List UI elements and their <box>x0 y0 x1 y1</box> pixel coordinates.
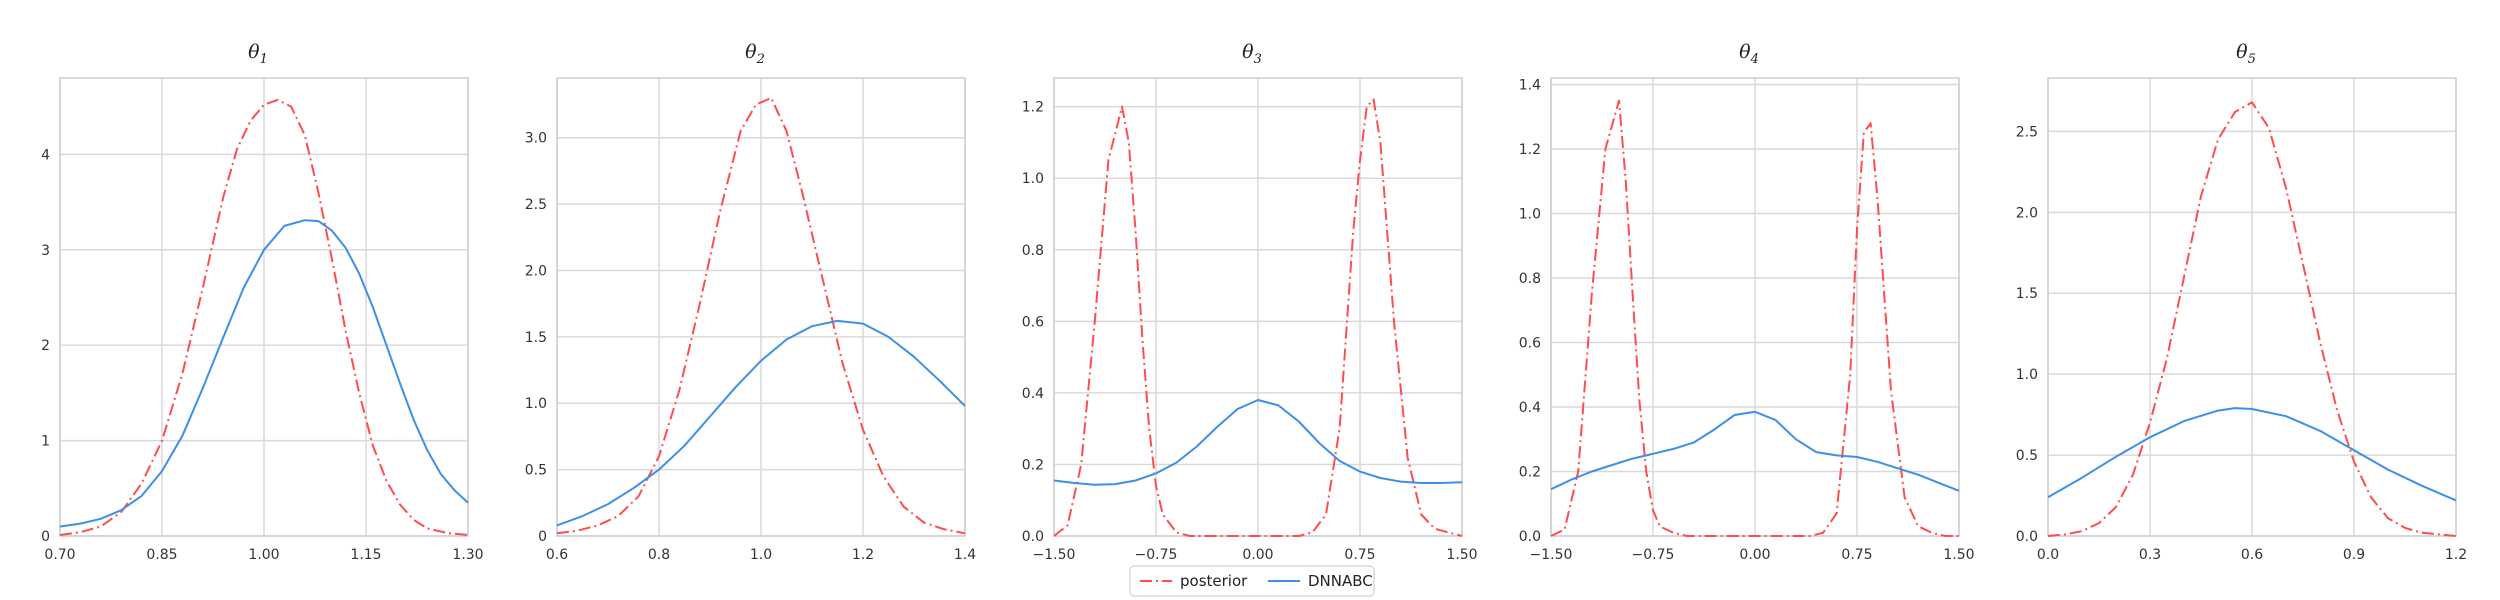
panel-3-xtick-label-2: 0.00 <box>1242 547 1273 563</box>
panel-5-title-symbol: θ <box>2236 41 2248 63</box>
panel-1-ytick-label-0: 0 <box>41 529 50 545</box>
panel-5: 0.0 0.3 0.6 0.9 1.2 0.0 0.5 1.0 1.5 2.0 2.5 θ5 <box>2016 41 2467 563</box>
panel-4-xtick-label-0: −1.50 <box>1530 547 1573 563</box>
panel-5-ytick-label-5: 2.5 <box>2016 124 2038 140</box>
panel-1-xtick-label-0: 0.70 <box>44 547 75 563</box>
panel-3-ytick-label-0: 0.0 <box>1022 529 1044 545</box>
panel-2-title-symbol: θ <box>745 41 757 63</box>
panel-2-title-subscript: 2 <box>756 52 765 67</box>
panel-3: −1.50 −0.75 0.00 0.75 1.50 0.0 0.2 0.4 0.6 0.8 1.0… <box>1022 41 1478 563</box>
panel-1-ytick-label-2: 2 <box>41 338 50 354</box>
panel-2: 0.6 0.8 1.0 1.2 1.4 0 0.5 1.0 1.5 2.0 2.5 3.0 θ2 <box>525 41 976 563</box>
legend-label-posterior: posterior <box>1180 572 1248 590</box>
panel-5-series-posterior <box>2047 101 2457 537</box>
panel-4-ytick-label-6: 1.2 <box>1519 142 1541 158</box>
panel-2-xtick-label-4: 1.4 <box>954 547 976 563</box>
panel-5-title-subscript: 5 <box>2248 52 2256 67</box>
panel-3-title-symbol: θ <box>1242 41 1254 63</box>
panel-3-ytick-label-4: 0.8 <box>1022 243 1044 259</box>
panel-1-ytick-label-1: 1 <box>41 434 50 450</box>
panel-3-ytick-label-5: 1.0 <box>1022 171 1044 187</box>
panel-2-ytick-label-4: 2.0 <box>525 263 547 279</box>
panel-5-ytick-label-3: 1.5 <box>2016 286 2038 302</box>
panel-3-ytick-label-2: 0.4 <box>1022 386 1044 402</box>
panel-4-ytick-label-5: 1.0 <box>1519 206 1541 222</box>
panel-4-ytick-label-1: 0.2 <box>1519 464 1541 480</box>
panel-4-title-symbol: θ <box>1739 41 1751 63</box>
panel-1-title-subscript: 1 <box>260 52 268 67</box>
panel-2-ytick-label-3: 1.5 <box>525 330 547 346</box>
panel-4-ytick-label-3: 0.6 <box>1519 335 1541 351</box>
panel-4-xtick-label-1: −0.75 <box>1632 547 1675 563</box>
panel-4: −1.50 −0.75 0.00 0.75 1.50 0.0 0.2 0.4 0.6 0.8 1.0… <box>1519 41 1975 563</box>
panel-5-frame <box>2047 77 2457 537</box>
panel-1-title: θ1 <box>248 41 268 67</box>
panel-2-xtick-label-3: 1.2 <box>852 547 874 563</box>
panel-5-ytick-label-1: 0.5 <box>2016 448 2038 464</box>
panel-3-ytick-label-6: 1.2 <box>1022 100 1044 116</box>
panel-2-xtick-label-2: 1.0 <box>750 547 772 563</box>
legend-box <box>1129 565 1375 597</box>
panel-4-title: θ4 <box>1739 41 1759 67</box>
panel-3-xtick-label-4: 1.50 <box>1446 547 1477 563</box>
panel-2-ytick-label-0: 0 <box>538 529 547 545</box>
panel-2-xtick-label-0: 0.6 <box>546 547 568 563</box>
panel-4-ytick-label-7: 1.4 <box>1519 77 1541 93</box>
panel-2-ytick-label-6: 3.0 <box>525 131 547 147</box>
panel-1-xtick-label-3: 1.15 <box>350 547 381 563</box>
panel-5-ytick-label-2: 1.0 <box>2016 367 2038 383</box>
panel-2-xtick-label-1: 0.8 <box>648 547 670 563</box>
legend-label-dnnabc: DNNABC <box>1308 572 1373 590</box>
panel-4-ytick-label-2: 0.4 <box>1519 400 1541 416</box>
panel-4-ytick-label-4: 0.8 <box>1519 271 1541 287</box>
panel-5-series-dnnabc <box>2047 407 2457 502</box>
panel-2-series-dnnabc <box>556 319 966 527</box>
panel-5-xtick-label-1: 0.3 <box>2139 547 2161 563</box>
panel-1-series-dnnabc <box>59 219 469 528</box>
panel-1-xtick-label-2: 1.00 <box>248 547 279 563</box>
panel-4-xtick-label-2: 0.00 <box>1739 547 1770 563</box>
panel-4-xtick-label-4: 1.50 <box>1943 547 1974 563</box>
panel-3-xtick-label-3: 0.75 <box>1344 547 1375 563</box>
panel-1-frame <box>59 77 469 537</box>
panel-3-xtick-label-1: −0.75 <box>1135 547 1178 563</box>
panel-3-title: θ3 <box>1242 41 1262 67</box>
panel-4-title-subscript: 4 <box>1750 52 1759 67</box>
panel-4-series-dnnabc <box>1550 410 1960 492</box>
panel-5-xtick-label-0: 0.0 <box>2037 547 2059 563</box>
panel-3-ytick-label-3: 0.6 <box>1022 314 1044 330</box>
panel-1-ytick-label-4: 4 <box>41 147 50 163</box>
panel-1-xtick-label-1: 0.85 <box>146 547 177 563</box>
panel-4-xtick-label-3: 0.75 <box>1841 547 1872 563</box>
panel-1-xtick-label-4: 1.30 <box>452 547 483 563</box>
panel-5-title: θ5 <box>2236 41 2256 67</box>
panel-4-series-posterior <box>1550 99 1959 537</box>
panel-2-ytick-label-5: 2.5 <box>525 197 547 213</box>
panel-2-series-posterior <box>556 96 966 535</box>
panel-5-xtick-label-4: 1.2 <box>2445 547 2467 563</box>
panel-2-frame <box>556 77 966 537</box>
panel-3-xtick-label-0: −1.50 <box>1033 547 1076 563</box>
panel-5-ytick-label-4: 2.0 <box>2016 205 2038 221</box>
panel-3-series-dnnabc <box>1053 399 1463 486</box>
panel-5-ytick-label-0: 0.0 <box>2016 529 2038 545</box>
panel-3-ytick-label-1: 0.2 <box>1022 457 1044 473</box>
panel-5-xtick-label-3: 0.9 <box>2343 547 2365 563</box>
panel-5-xtick-label-2: 0.6 <box>2241 547 2263 563</box>
panel-2-ytick-label-1: 0.5 <box>525 463 547 479</box>
panel-2-title: θ2 <box>745 41 765 67</box>
panel-3-title-subscript: 3 <box>1254 52 1262 67</box>
panel-1-title-symbol: θ <box>248 41 260 63</box>
panel-4-ytick-label-0: 0.0 <box>1519 529 1541 545</box>
panel-2-ytick-label-2: 1.0 <box>525 396 547 412</box>
legend: posterior DNNABC <box>1129 565 1375 597</box>
panel-1-ytick-label-3: 3 <box>41 243 50 259</box>
panel-3-series-posterior <box>1053 98 1463 537</box>
